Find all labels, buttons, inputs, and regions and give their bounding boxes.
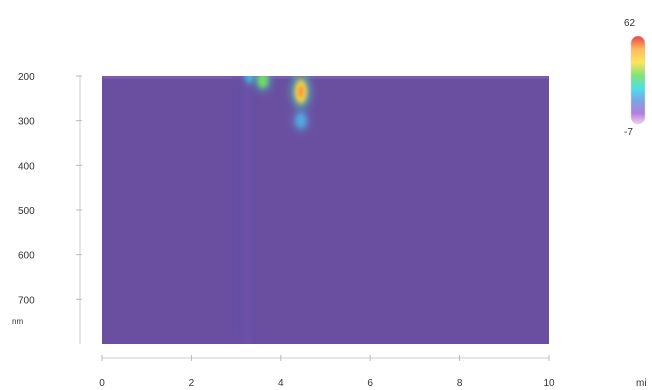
heatmap-features	[235, 76, 312, 344]
y-tick-label: 400	[18, 161, 35, 172]
hotspot-5	[295, 113, 306, 128]
x-tick-label: 6	[367, 378, 373, 389]
heatmap-top-band	[102, 76, 549, 79]
x-ticks: 0 2 4 6 8 10	[99, 355, 555, 389]
hotspot-2	[257, 76, 268, 88]
vertical-streak-halo	[235, 76, 254, 344]
x-tick-label: 8	[457, 378, 463, 389]
y-ticks: 200 300 400 500 600 700	[18, 72, 82, 306]
x-tick-label: 4	[278, 378, 284, 389]
x-unit-label: mi	[636, 378, 647, 389]
x-tick-label: 2	[189, 378, 195, 389]
heatmap-plot-area	[102, 76, 549, 344]
y-tick-label: 500	[18, 206, 35, 217]
hotspot-core	[298, 86, 304, 98]
colorbar-max-label: 62	[624, 18, 636, 29]
y-unit-label: nm	[12, 317, 23, 326]
x-tick-label: 10	[543, 378, 555, 389]
hotspot-1	[246, 76, 253, 83]
y-tick-label: 200	[18, 72, 35, 83]
x-tick-label: 0	[99, 378, 105, 389]
y-tick-label: 300	[18, 117, 35, 128]
colorbar	[630, 35, 646, 125]
y-tick-label: 700	[18, 295, 35, 306]
colorbar-min-label: -7	[624, 127, 633, 138]
y-tick-label: 600	[18, 251, 35, 262]
